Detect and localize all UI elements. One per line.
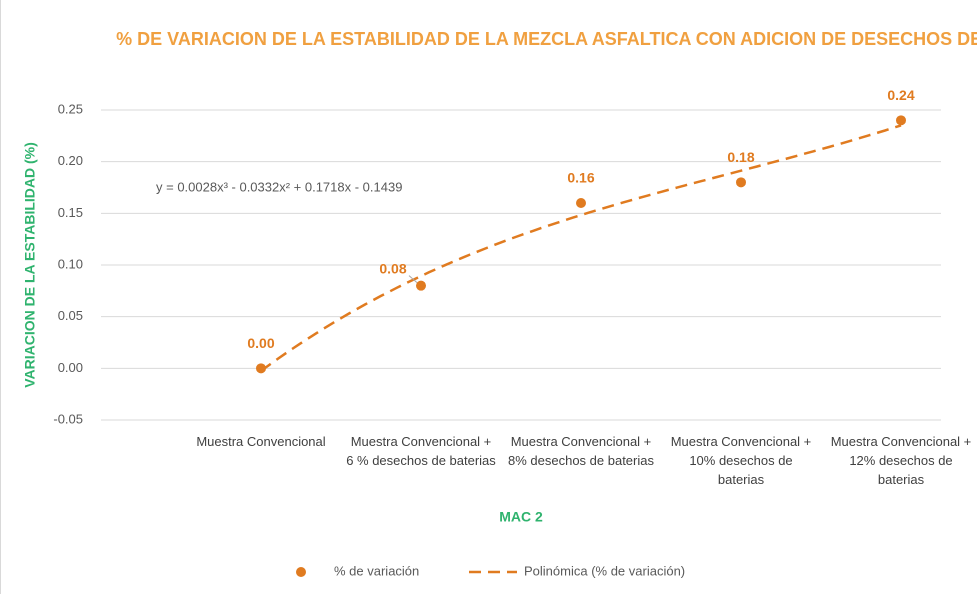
- y-tick-label: 0.10: [58, 256, 83, 271]
- x-tick-label: Muestra Convencional + 10% desechos de b…: [670, 434, 812, 487]
- legend-marker: [296, 567, 306, 577]
- x-tick-label: Muestra Convencional + 8% desechos de ba…: [508, 434, 654, 468]
- data-label: 0.08: [379, 260, 406, 276]
- y-tick-label: -0.05: [53, 411, 83, 426]
- point: [256, 363, 266, 374]
- chart-title: % DE VARIACION DE LA ESTABILIDAD DE LA M…: [116, 29, 977, 49]
- x-axis-title: MAC 2: [499, 509, 543, 525]
- point: [416, 280, 426, 291]
- legend-label: Polinómica (% de variación): [524, 563, 685, 578]
- data-label: 0.24: [887, 87, 914, 103]
- point: [576, 198, 586, 208]
- point: [896, 115, 906, 126]
- y-axis-title: VARIACION DE LA ESTABILIDAD (%): [22, 142, 38, 388]
- data-label: 0.00: [247, 335, 274, 351]
- data-label: 0.18: [727, 149, 754, 165]
- x-tick-label: Muestra Convencional + 12% desechos de b…: [830, 434, 972, 487]
- y-tick-label: 0.20: [58, 153, 83, 168]
- data-label: 0.16: [567, 170, 594, 186]
- trendline-equation: y = 0.0028x³ - 0.0332x² + 0.1718x - 0.14…: [156, 179, 402, 194]
- point: [736, 177, 746, 188]
- legend-label: % de variación: [334, 563, 419, 578]
- y-tick-label: 0.25: [58, 101, 83, 116]
- x-tick-label: Muestra Convencional + 6 % desechos de b…: [346, 434, 496, 468]
- y-tick-label: 0.05: [58, 308, 83, 323]
- y-tick-label: 0.15: [58, 205, 83, 220]
- trendline: [260, 124, 902, 372]
- x-tick-label: Muestra Convencional: [196, 434, 326, 449]
- y-tick-label: 0.00: [58, 360, 83, 375]
- leader-line: [408, 275, 418, 284]
